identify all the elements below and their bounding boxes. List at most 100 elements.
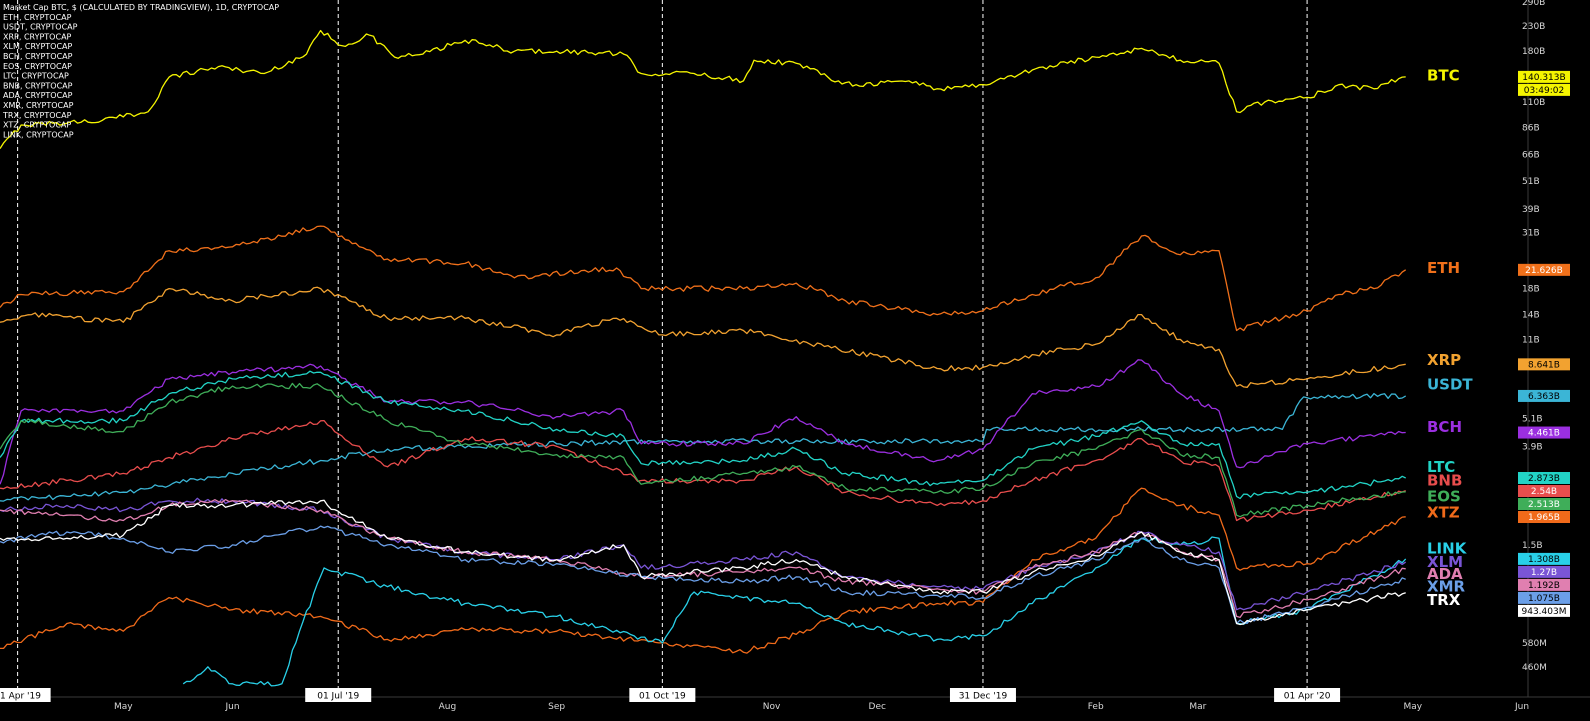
series-line-xtz [0, 487, 1406, 654]
last-value-text: 943.403M [1522, 607, 1567, 617]
last-value-badge-xrp [1518, 358, 1570, 371]
y-tick-label: 5.1B [1522, 415, 1543, 425]
x-tick-label: May [114, 702, 133, 712]
series-line-trx [0, 499, 1406, 626]
overlay-series-title[interactable]: BCH, CRYPTOCAP [3, 52, 73, 61]
coin-label-xlm: XLM [1427, 553, 1463, 571]
date-marker-label: 01 Jul '19 [317, 692, 359, 702]
last-value-text: 6.363B [1528, 392, 1560, 402]
x-tick-label: Mar [1189, 702, 1206, 712]
last-value-badge-eos [1518, 498, 1570, 511]
overlay-series-title[interactable]: BNB, CRYPTOCAP [3, 81, 73, 90]
last-value-badge-bnb [1518, 485, 1570, 498]
overlay-series-title[interactable]: USDT, CRYPTOCAP [3, 23, 78, 32]
last-value-text: 1.192B [1528, 581, 1560, 591]
overlay-series-title[interactable]: TRX, CRYPTOCAP [2, 111, 72, 120]
series-lines [0, 29, 1407, 687]
last-value-badge-ltc [1518, 472, 1570, 485]
last-value-text: 8.641B [1528, 360, 1560, 370]
y-tick-label: 580M [1522, 639, 1547, 649]
last-value-badge-bch [1518, 426, 1570, 439]
indicator-legend: Market Cap BTC, $ (CALCULATED BY TRADING… [2, 3, 279, 139]
last-value-text: 1.965B [1528, 513, 1560, 523]
series-line-btc [0, 29, 1406, 149]
x-tick-label: Sep [548, 702, 565, 712]
overlay-series-title[interactable]: ETH, CRYPTOCAP [3, 13, 72, 22]
last-value-badge-usdt [1518, 389, 1570, 402]
last-value-badge-xlm [1518, 565, 1570, 578]
overlay-series-title[interactable]: XRP, CRYPTOCAP [3, 32, 72, 41]
x-tick-label: Dec [869, 702, 886, 712]
series-line-xrp [0, 286, 1406, 388]
coin-label-eos: EOS [1427, 487, 1461, 505]
date-marker-badge [629, 688, 696, 702]
x-tick-label: Aug [439, 702, 457, 712]
last-value-text: 1.308B [1528, 555, 1560, 565]
x-tick-label: May [1403, 702, 1422, 712]
time-axis[interactable]: May Jun Aug Sep Nov Dec Feb Mar May Jun 01 Apr '19… [0, 688, 1529, 712]
y-tick-label: 51B [1522, 177, 1540, 187]
y-tick-label: 39B [1522, 205, 1540, 215]
last-value-badge-trx [1518, 604, 1570, 617]
date-marker-label: 01 Apr '20 [1284, 692, 1331, 702]
price-axis[interactable]: 290B 230B 180B 110B 86B 66B 51B 39B 31B 18B 14B 11B… [1522, 0, 1547, 673]
last-value-text: 2.513B [1528, 500, 1560, 510]
last-value-text: 1.075B [1528, 594, 1560, 604]
last-value-badge-ada [1518, 578, 1570, 591]
y-tick-label: 1.5B [1522, 541, 1543, 551]
coin-label-btc: BTC [1427, 67, 1460, 85]
x-tick-label: Jun [224, 702, 239, 712]
series-line-bch [0, 359, 1406, 485]
coin-label-ada: ADA [1427, 565, 1463, 583]
date-marker-badge [949, 688, 1016, 702]
series-line-ltc [0, 370, 1406, 500]
y-tick-label: 14B [1522, 311, 1540, 321]
x-tick-label: Nov [763, 702, 781, 712]
x-tick-label: Feb [1088, 702, 1104, 712]
y-tick-label: 66B [1522, 151, 1540, 161]
y-tick-label: 11B [1522, 335, 1540, 345]
overlay-series-title[interactable]: XMR, CRYPTOCAP [3, 101, 74, 110]
y-tick-label: 31B [1522, 229, 1540, 239]
overlay-series-title[interactable]: XLM, CRYPTOCAP [3, 42, 73, 51]
x-tick-label: Jun [1514, 702, 1529, 712]
last-value-badge-eth [1518, 263, 1570, 276]
series-line-bnb [0, 419, 1406, 522]
y-tick-label: 290B [1522, 0, 1545, 8]
overlay-series-title[interactable]: EOS, CRYPTOCAP [3, 62, 72, 71]
last-value-text: 21.626B [1525, 266, 1563, 276]
last-value-text: 140.313B [1522, 73, 1565, 83]
overlay-series-title[interactable]: LINK, CRYPTOCAP [3, 130, 74, 139]
overlay-series-title[interactable]: ADA, CRYPTOCAP [3, 91, 73, 100]
series-line-xlm [0, 497, 1407, 611]
overlay-series-title[interactable]: LTC, CRYPTOCAP [3, 72, 69, 81]
coin-label-eth: ETH [1427, 259, 1460, 277]
y-tick-label: 86B [1522, 123, 1540, 133]
coin-label-xrp: XRP [1427, 351, 1461, 369]
series-line-eos [0, 382, 1406, 518]
y-tick-label: 3.9B [1522, 442, 1543, 452]
countdown-text: 03:49:02 [1524, 86, 1564, 96]
date-marker-label: 31 Dec '19 [959, 692, 1008, 702]
y-tick-label: 230B [1522, 22, 1545, 32]
coin-label-xtz: XTZ [1427, 504, 1460, 522]
main-series-title[interactable]: Market Cap BTC, $ (CALCULATED BY TRADING… [3, 3, 279, 12]
y-tick-label: 18B [1522, 285, 1540, 295]
coin-label-usdt: USDT [1427, 376, 1473, 394]
coin-label-bnb: BNB [1427, 472, 1462, 490]
last-value-text: 4.461B [1528, 429, 1560, 439]
series-line-eth [0, 225, 1407, 332]
coin-label-bch: BCH [1427, 418, 1462, 436]
coin-label-link: LINK [1427, 539, 1468, 557]
last-value-badge-xtz [1518, 511, 1570, 524]
last-value-badge-xmr [1518, 591, 1570, 604]
y-tick-label: 460M [1522, 663, 1547, 673]
date-marker-badge [1274, 688, 1341, 702]
series-line-xmr [0, 525, 1406, 625]
last-value-badges: 140.313B 03:49:02 21.626B 8.641B 6.363B 4.461… [1518, 70, 1570, 617]
overlay-series-title[interactable]: XTZ, CRYPTOCAP [3, 121, 71, 130]
